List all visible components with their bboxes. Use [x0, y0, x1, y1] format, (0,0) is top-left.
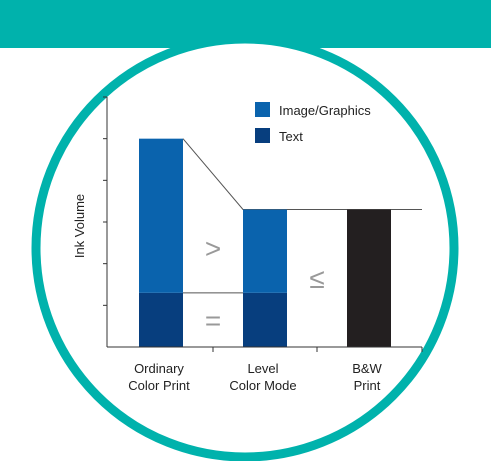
comparison-symbol-2: ≤	[309, 263, 324, 294]
legend-label-image-graphics: Image/Graphics	[279, 103, 371, 118]
bar-text-1	[243, 292, 287, 347]
y-axis-label: Ink Volume	[72, 194, 87, 258]
comparison-symbol-1: =	[205, 305, 221, 336]
bars	[139, 138, 391, 347]
category-label-1-line-0: Level	[247, 361, 278, 376]
legend: Image/Graphics Text	[255, 102, 371, 144]
category-label-1-line-1: Color Mode	[229, 378, 296, 393]
bar-image-graphics-0	[139, 138, 183, 293]
category-label-2-line-1: Print	[354, 378, 381, 393]
legend-swatch-text	[255, 128, 270, 143]
axes	[103, 96, 423, 352]
category-label-0-line-0: Ordinary	[134, 361, 184, 376]
legend-label-text: Text	[279, 129, 303, 144]
category-label-0-line-1: Color Print	[128, 378, 190, 393]
comparison-symbol-0: >	[205, 233, 221, 264]
bar-image-graphics-1	[243, 209, 287, 293]
category-label-2-line-0: B&W	[352, 361, 382, 376]
bar-text-0	[139, 292, 183, 347]
bar-bw-2	[347, 209, 391, 347]
legend-swatch-image-graphics	[255, 102, 270, 117]
category-labels: Ordinary Color Print Level Color Mode B&W Pri…	[128, 361, 382, 393]
comparison-symbols: > = ≤	[205, 233, 325, 336]
